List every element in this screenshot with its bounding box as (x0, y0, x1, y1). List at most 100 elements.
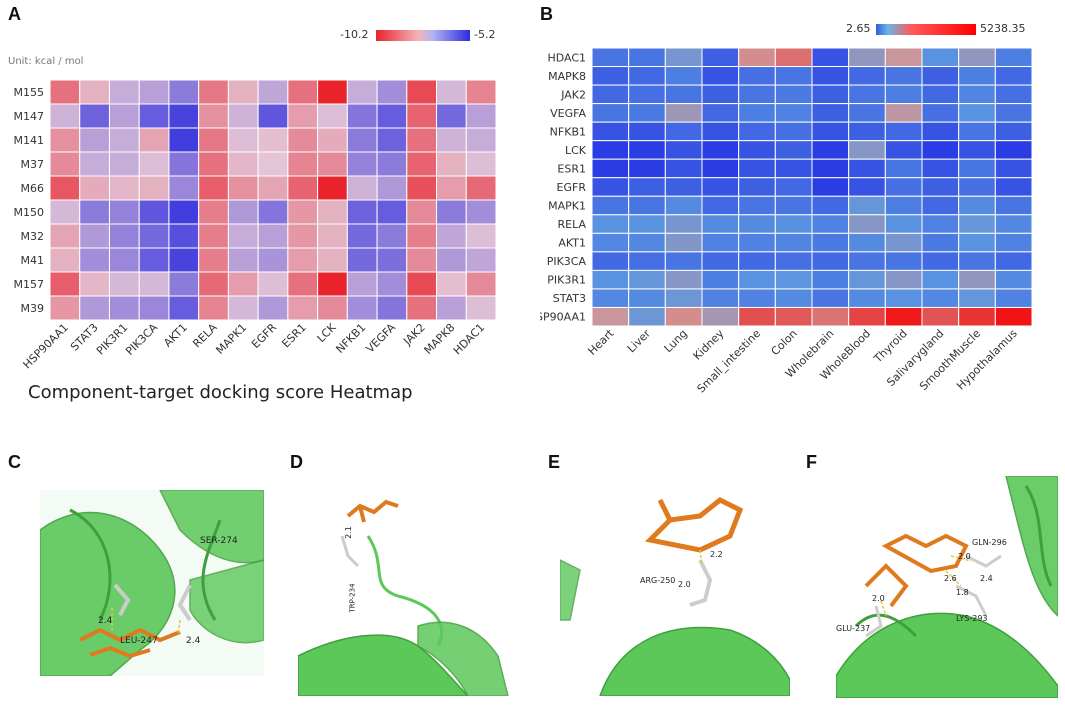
heatmap-a-cell (346, 199, 378, 225)
distance-label-c-1: 2.4 (98, 616, 113, 626)
heatmap-a-cell (138, 127, 170, 153)
heatmap-b-cell (774, 288, 813, 308)
heatmap-a-cell (287, 103, 319, 129)
heatmap-a-cell (198, 223, 229, 249)
heatmap-b-row-label: RELA (558, 218, 587, 231)
heatmap-a-cell (257, 175, 289, 201)
heatmap-a-cell (79, 127, 110, 153)
panel-label-e: E (548, 452, 561, 472)
heatmap-b-cell (921, 177, 960, 197)
heatmap-b-cell (958, 103, 996, 123)
heatmap-b-cell (811, 121, 850, 142)
heatmap-b-cell (664, 288, 703, 308)
heatmap-a-cell (436, 247, 467, 273)
heatmap-b-cell (628, 214, 666, 234)
heatmap-b-col-label: Colon (769, 327, 800, 358)
heatmap-b-cell (994, 195, 1033, 216)
heatmap-b-cell (628, 47, 666, 68)
heatmap-a-cell (49, 103, 81, 129)
heatmap-a-cell (198, 295, 229, 321)
heatmap-a-cell (227, 79, 259, 105)
heatmap-b-cell (591, 47, 630, 68)
heatmap-b-cell (848, 158, 886, 179)
heatmap-b-cell (738, 84, 776, 105)
heatmap-b-cell (884, 66, 923, 86)
heatmap-b-cell (921, 232, 960, 253)
heatmap-a-plot: M155 M147 M141 M37 M66 M150 M32 M41 M157 M39 HSP90… (14, 79, 497, 370)
heatmap-a-cell (49, 295, 81, 321)
heatmap-b-cell (958, 251, 996, 271)
heatmap-a-cell (436, 151, 467, 177)
heatmap-a-cell (465, 247, 497, 273)
heatmap-b-cell (701, 158, 740, 179)
heatmap-b-cell (591, 251, 630, 271)
heatmap-a-cell (346, 79, 378, 105)
heatmap-b-cell (664, 269, 703, 290)
heatmap-b-col-label: Small_intestine (695, 327, 764, 396)
heatmap-b-cell (664, 251, 703, 271)
heatmap-b-cell (994, 84, 1033, 105)
heatmap-b-cell (884, 288, 923, 308)
heatmap-b-cell (994, 140, 1033, 160)
heatmap-a-cell (465, 199, 497, 225)
residue-label-c-1: SER-274 (200, 536, 238, 546)
heatmap-b-row-label: PIK3CA (547, 255, 587, 268)
heatmap-a-cell (108, 175, 140, 201)
heatmap-b-cell (921, 288, 960, 308)
heatmap-a-row-label: M141 (14, 134, 45, 147)
heatmap-b-cell (664, 84, 703, 105)
heatmap-b-cell (591, 66, 630, 86)
heatmap-b-cell (994, 306, 1033, 327)
heatmap-b-cell (994, 47, 1033, 68)
distance-label-c-2: 2.4 (186, 636, 201, 646)
heatmap-a-cell (227, 223, 259, 249)
heatmap-b-cell (958, 140, 996, 160)
residue-label-d-1: TRP-234 (348, 583, 357, 613)
heatmap-a-cell (49, 127, 81, 153)
heatmap-b-cell (921, 195, 960, 216)
heatmap-a-cell (406, 127, 438, 153)
heatmap-b-cell (921, 269, 960, 290)
heatmap-b-cell (738, 158, 776, 179)
heatmap-a-cell (465, 127, 497, 153)
heatmap-b-cell (884, 158, 923, 179)
heatmap-b-cell (701, 47, 740, 68)
heatmap-b-cell (628, 140, 666, 160)
heatmap-b-cell (994, 158, 1033, 179)
heatmap-b-cell (921, 47, 960, 68)
heatmap-a-cell (317, 271, 348, 297)
heatmap-b-cell (848, 269, 886, 290)
heatmap-b-cell (958, 47, 996, 68)
heatmap-a-cell (108, 103, 140, 129)
heatmap-b-cell (921, 84, 960, 105)
heatmap-b-cell (884, 214, 923, 234)
heatmap-a-cell (317, 247, 348, 273)
heatmap-a-cell (108, 295, 140, 321)
heatmap-b-cell (628, 288, 666, 308)
residue-label-f-2: LYS-293 (956, 614, 988, 623)
heatmap-b-cell (958, 232, 996, 253)
heatmap-a-cell (79, 223, 110, 249)
heatmap-b-cell (701, 306, 740, 327)
heatmap-a-cell (168, 127, 200, 153)
heatmap-b-cell (811, 306, 850, 327)
heatmap-b-plot: HDAC1 MAPK8 JAK2 VEGFA NFKB1 LCK ESR1 EGFR MAPK1… (540, 47, 1033, 396)
heatmap-b-cell (701, 232, 740, 253)
heatmap-a-cell (317, 175, 348, 201)
heatmap-a-cell (287, 127, 319, 153)
heatmap-a-cell (198, 199, 229, 225)
heatmap-b-col-label: Liver (625, 327, 654, 356)
heatmap-b-cell (884, 103, 923, 123)
heatmap-b-cell (994, 269, 1033, 290)
heatmap-b-cell (591, 288, 630, 308)
heatmap-a-cell (376, 199, 408, 225)
heatmap-a-cell (346, 271, 378, 297)
heatmap-a-cell (138, 223, 170, 249)
heatmap-b-cell (591, 195, 630, 216)
docking-panel-c: SER-274 LEU-247 2.4 2.4 (40, 490, 264, 676)
heatmap-b-cell (664, 140, 703, 160)
heatmap-b-cell (848, 195, 886, 216)
heatmap-b-cell (591, 232, 630, 253)
residue-label-f-1: GLN-296 (972, 538, 1007, 547)
heatmap-b-cell (628, 103, 666, 123)
